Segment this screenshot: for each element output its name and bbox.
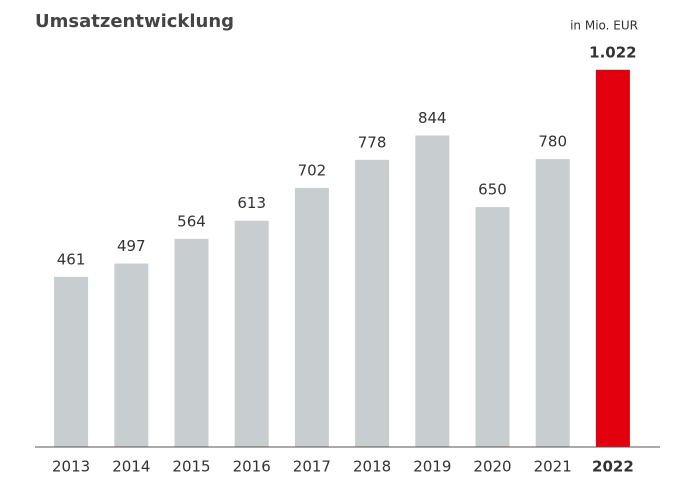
bar (415, 135, 450, 447)
x-tick-label: 2018 (353, 458, 391, 476)
x-tick-label: 2022 (592, 458, 634, 476)
x-tick-label: 2014 (112, 458, 150, 476)
value-label: 650 (478, 181, 507, 199)
bar (355, 159, 390, 447)
bar (54, 276, 89, 447)
x-tick-label: 2020 (473, 458, 511, 476)
bar (475, 207, 510, 447)
bar (114, 263, 149, 447)
value-label: 497 (117, 237, 146, 255)
value-label: 613 (237, 194, 266, 212)
x-tick-label: 2013 (52, 458, 90, 476)
value-label: 461 (57, 250, 86, 268)
chart-title: Umsatzentwicklung (35, 11, 234, 32)
bar (294, 187, 329, 447)
x-tick-label: 2019 (413, 458, 451, 476)
bar (535, 159, 570, 448)
value-label: 780 (538, 133, 567, 151)
x-tick-label: 2015 (172, 458, 210, 476)
bar (234, 220, 269, 447)
x-tick-label: 2017 (293, 458, 331, 476)
bar (174, 238, 209, 447)
value-label: 1.022 (589, 43, 636, 61)
x-tick-label: 2021 (534, 458, 572, 476)
value-label: 702 (298, 161, 327, 179)
bar (595, 69, 630, 447)
value-label: 844 (418, 109, 447, 127)
x-tick-label: 2016 (233, 458, 271, 476)
value-label: 778 (358, 133, 387, 151)
unit-label: in Mio. EUR (570, 19, 638, 33)
value-label: 564 (177, 212, 206, 230)
